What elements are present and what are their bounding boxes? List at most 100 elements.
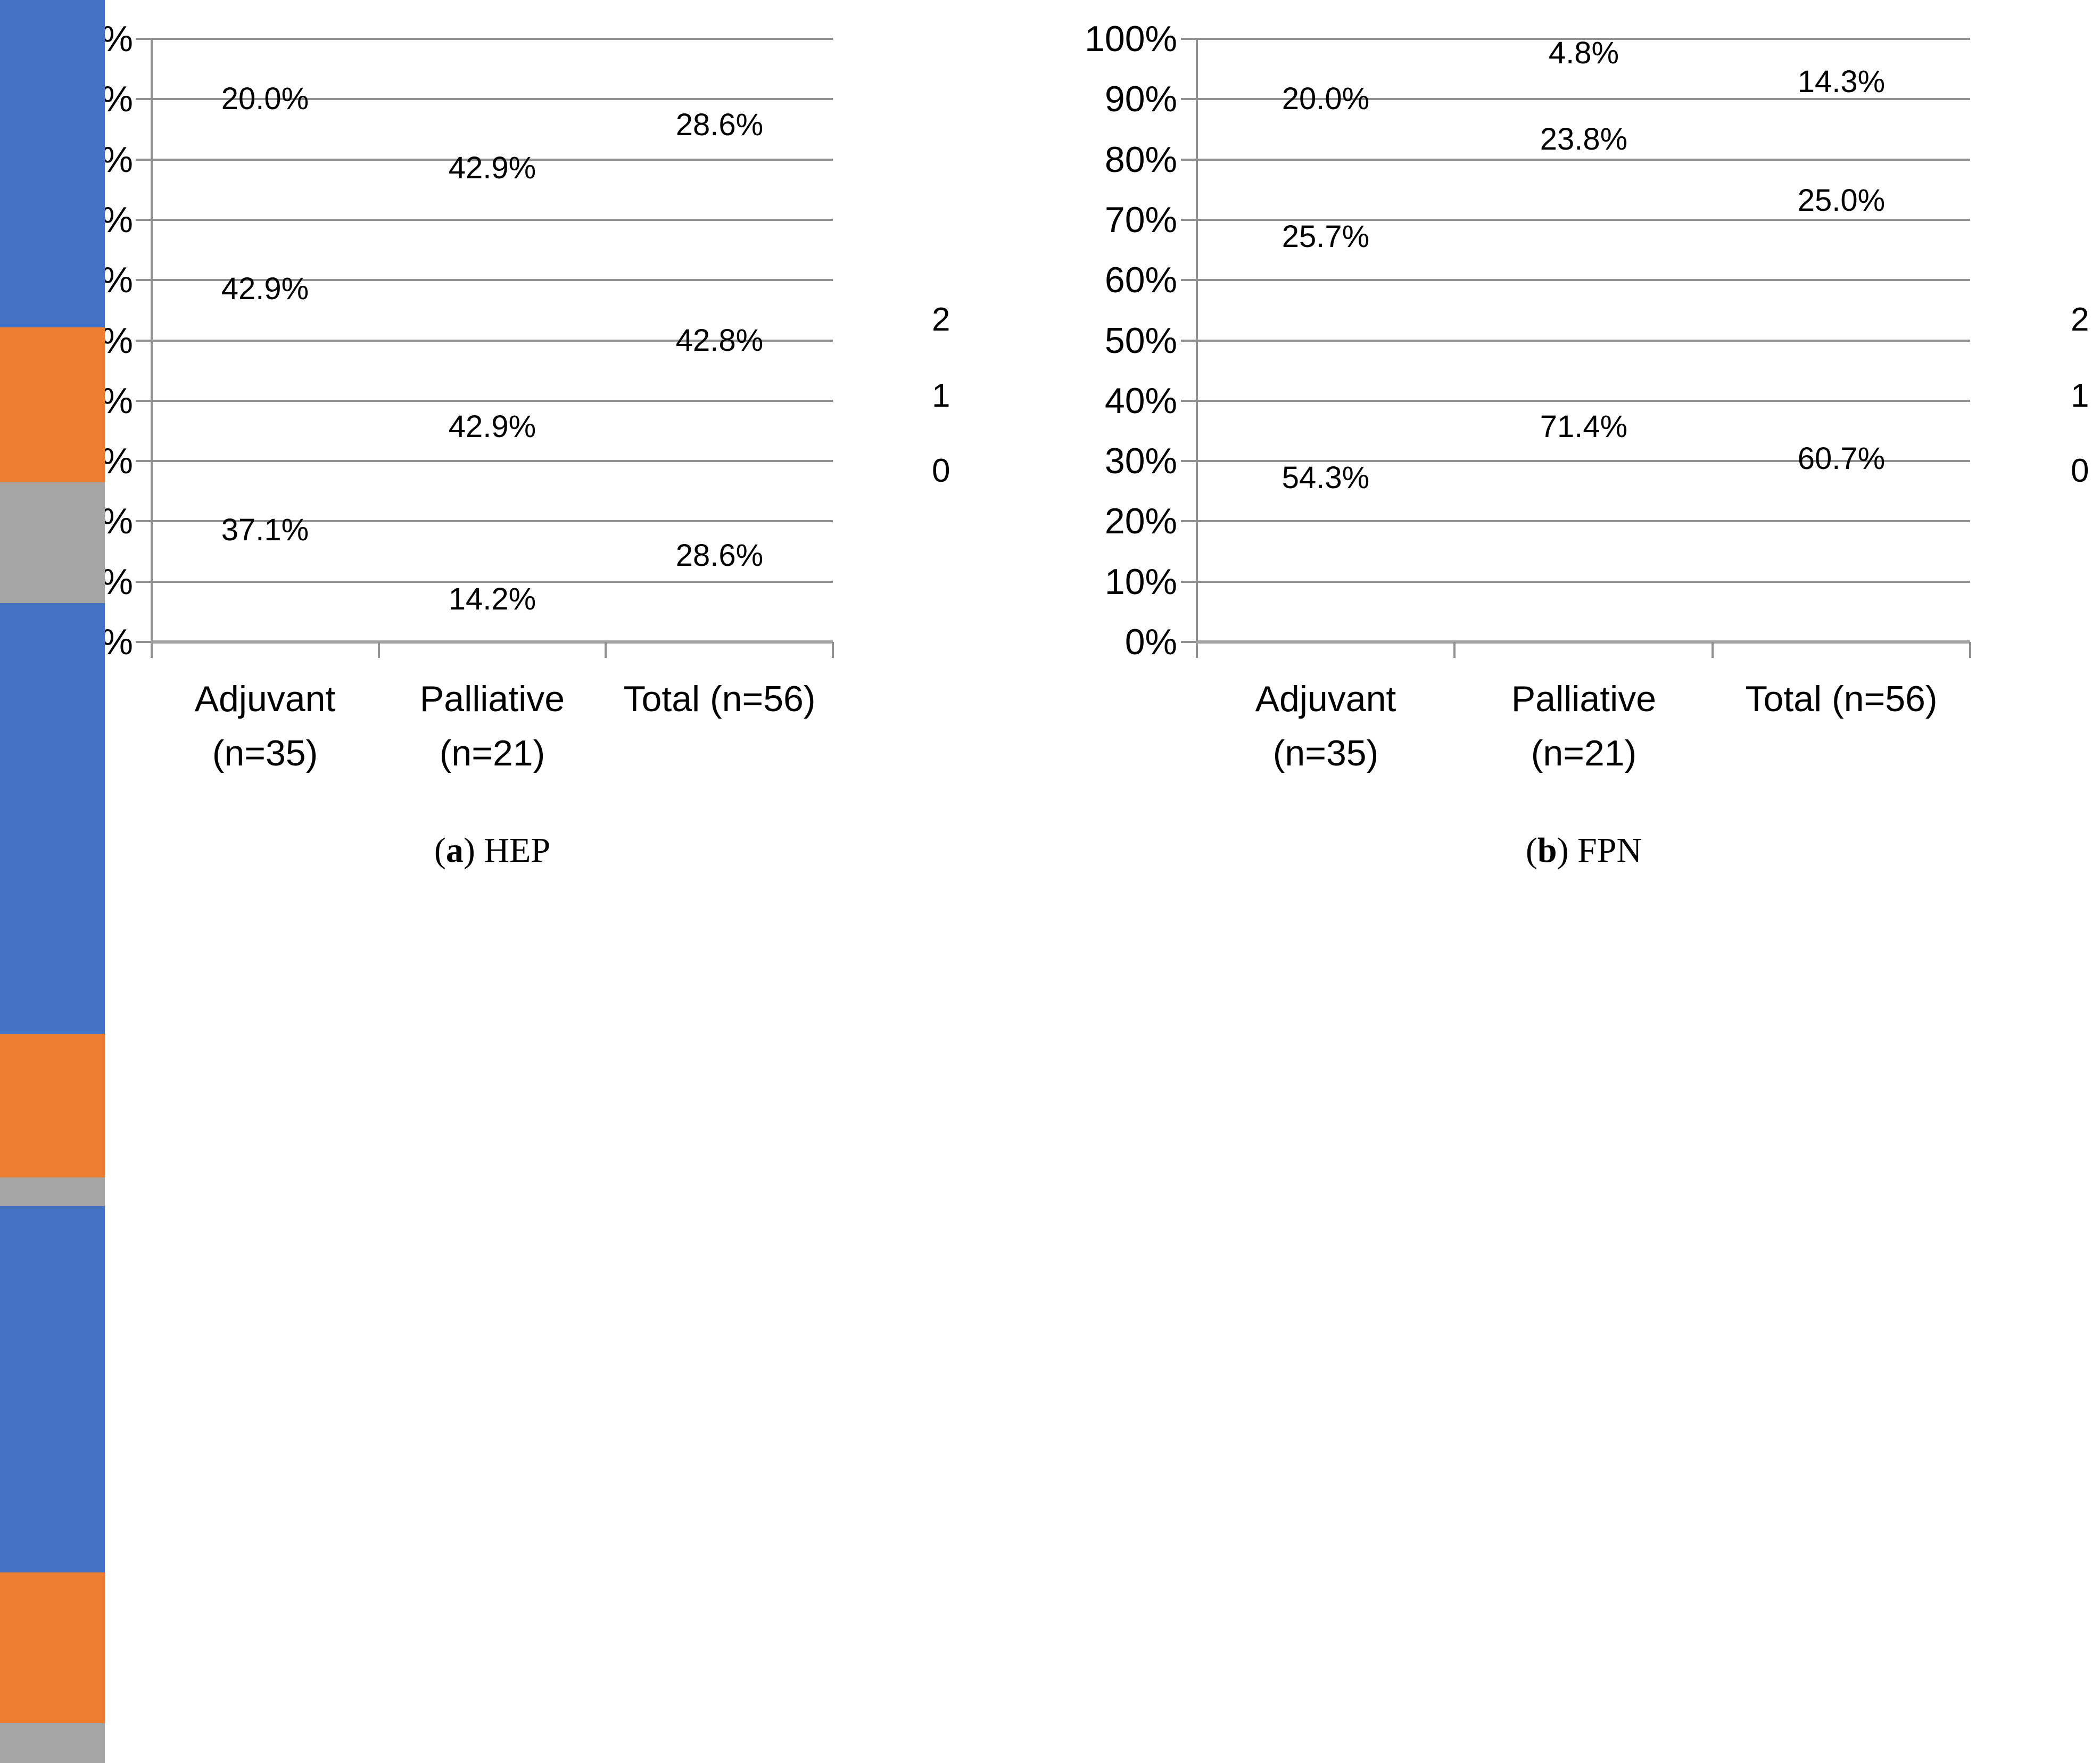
bar-segment-1-cat1 — [0, 1034, 105, 1177]
y-axis-tick — [136, 340, 152, 342]
data-label: 71.4% — [1540, 409, 1628, 444]
data-label: 20.0% — [221, 81, 309, 116]
gridline — [1197, 159, 1970, 161]
category-label-line: (n=35) — [212, 733, 318, 773]
y-axis-tick — [1181, 279, 1197, 281]
x-axis-line — [1196, 640, 1970, 644]
y-axis-line — [1196, 38, 1198, 658]
y-axis-tick-label: 20% — [1104, 501, 1177, 541]
y-axis-tick — [136, 400, 152, 402]
y-axis-tick — [1181, 219, 1197, 221]
caption-label: HEP — [484, 831, 551, 870]
data-label: 42.8% — [675, 323, 764, 358]
bar-segment-2-cat0 — [0, 482, 105, 603]
y-axis-tick-label: 50% — [1104, 320, 1177, 361]
y-axis-tick — [1181, 400, 1197, 402]
data-label: 20.0% — [1282, 81, 1370, 116]
gridline — [152, 400, 833, 402]
y-axis-tick-label: 40% — [1104, 381, 1177, 421]
caption-paren-open: ( — [434, 831, 446, 870]
gridline — [152, 581, 833, 583]
data-label: 25.7% — [1282, 219, 1370, 254]
category-label-line: Total (n=56) — [623, 679, 816, 719]
y-axis-tick-label: 70% — [1104, 200, 1177, 240]
y-axis-tick-label: 30% — [1104, 441, 1177, 481]
y-axis-line — [151, 38, 153, 658]
category-label: Total (n=56) — [589, 672, 850, 726]
legend-label-2: 2 — [2071, 301, 2089, 338]
x-axis-line — [151, 640, 833, 644]
category-label-line: (n=21) — [439, 733, 545, 773]
category-label: Total (n=56) — [1711, 672, 1972, 726]
category-label: Adjuvant (n=35) — [1195, 672, 1456, 780]
data-label: 42.9% — [221, 271, 309, 306]
category-label-line: Palliative — [1511, 679, 1657, 719]
data-label: 42.9% — [448, 151, 536, 185]
data-label: 28.6% — [675, 538, 764, 573]
y-axis-tick — [136, 98, 152, 100]
category-label: Palliative (n=21) — [362, 672, 623, 780]
category-label-line: Adjuvant — [1255, 679, 1396, 719]
legend-label-2: 2 — [932, 301, 950, 338]
gridline — [152, 520, 833, 522]
legend-label-1: 1 — [932, 377, 950, 414]
gridline — [1197, 98, 1970, 100]
bar-segment-0-cat2 — [0, 1206, 105, 1572]
y-axis-tick — [136, 641, 152, 643]
y-axis-tick — [1181, 460, 1197, 462]
data-label: 23.8% — [1540, 122, 1628, 156]
caption-hep: (a) HEP — [279, 828, 705, 873]
y-axis-tick — [136, 38, 152, 40]
x-axis-tick — [605, 642, 607, 658]
gridline — [152, 159, 833, 161]
gridline — [152, 340, 833, 342]
legend-label-1: 1 — [2071, 377, 2089, 414]
data-label: 28.6% — [675, 108, 764, 142]
bar-segment-1-cat2 — [0, 1572, 105, 1723]
data-label: 54.3% — [1282, 460, 1370, 495]
y-axis-tick — [136, 219, 152, 221]
gridline — [152, 219, 833, 221]
data-label: 14.3% — [1797, 64, 1886, 99]
bar-segment-0-cat0 — [0, 0, 105, 327]
x-axis-tick — [832, 642, 834, 658]
y-axis-tick-label: 80% — [1104, 139, 1177, 180]
caption-letter: a — [445, 831, 464, 870]
bar-segment-2-cat1 — [0, 1177, 105, 1206]
y-axis-tick — [1181, 340, 1197, 342]
y-axis-tick — [136, 460, 152, 462]
y-axis-tick — [1181, 98, 1197, 100]
x-axis-tick — [1712, 642, 1714, 658]
legend-label-0: 0 — [2071, 452, 2089, 489]
gridline — [1197, 219, 1970, 221]
y-axis-tick-label: 10% — [1104, 562, 1177, 602]
y-axis-tick-label: 100% — [1085, 19, 1177, 59]
y-axis-tick — [136, 159, 152, 161]
data-label: 37.1% — [221, 513, 309, 547]
category-label-line: Total (n=56) — [1745, 679, 1938, 719]
x-axis-tick — [1969, 642, 1971, 658]
bar-segment-1-cat0 — [0, 327, 105, 482]
category-label-line: (n=35) — [1272, 733, 1379, 773]
gridline — [1197, 581, 1970, 583]
x-axis-tick — [378, 642, 380, 658]
caption-label: FPN — [1577, 831, 1642, 870]
data-label: 25.0% — [1797, 183, 1886, 218]
caption-paren-close: ) — [1557, 831, 1578, 870]
data-label: 42.9% — [448, 409, 536, 444]
gridline — [152, 279, 833, 281]
category-label-line: (n=21) — [1531, 733, 1637, 773]
category-label: Palliative (n=21) — [1453, 672, 1714, 780]
caption-paren-close: ) — [463, 831, 484, 870]
gridline — [1197, 38, 1970, 40]
y-axis-tick — [136, 581, 152, 583]
gridline — [152, 98, 833, 100]
bar-segment-2-cat2 — [0, 1723, 105, 1763]
y-axis-tick — [1181, 520, 1197, 522]
y-axis-tick-label: 90% — [1104, 79, 1177, 119]
caption-fpn: (b) FPN — [1371, 828, 1797, 873]
gridline — [1197, 340, 1970, 342]
y-axis-tick — [136, 520, 152, 522]
data-label: 60.7% — [1797, 441, 1886, 476]
